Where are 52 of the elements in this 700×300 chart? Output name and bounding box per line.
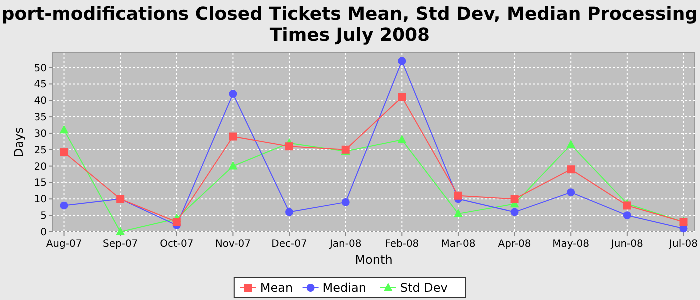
y-tick-label: 40 — [34, 96, 47, 108]
point — [60, 202, 68, 210]
x-tick-label: Aug-07 — [46, 239, 82, 250]
point — [454, 208, 463, 218]
y-tick-label: 25 — [34, 145, 47, 156]
point — [229, 90, 238, 98]
x-tick-label: Oct-07 — [160, 239, 194, 250]
point — [60, 148, 68, 157]
point — [228, 161, 238, 170]
x-tick-label: May-08 — [552, 239, 590, 250]
y-tick-label: 5 — [40, 211, 47, 222]
point — [623, 202, 632, 210]
point — [567, 188, 576, 197]
x-tick-label: Dec-07 — [272, 239, 308, 250]
point — [286, 142, 294, 151]
y-tick-label: 50 — [34, 63, 47, 74]
point — [454, 192, 462, 200]
x-tick-label: Feb-08 — [385, 239, 420, 250]
x-tick-label: Apr-08 — [498, 239, 532, 250]
x-tick-label: Jan-08 — [328, 239, 362, 250]
x-tick-label: Jul-08 — [668, 239, 698, 250]
y-tick-label: 20 — [34, 162, 47, 173]
point — [510, 195, 519, 204]
chart-title: port-modifications Closed Tickets Mean, Std Dev, Median Processing Times July 2008 — [2, 4, 698, 46]
point — [567, 166, 576, 174]
x-tick-label: Nov-07 — [215, 239, 252, 250]
point — [398, 57, 406, 66]
point — [623, 212, 632, 220]
y-axis-title: Days — [12, 128, 26, 158]
legend-label: Std Dev — [400, 281, 448, 296]
point — [286, 208, 294, 216]
point — [398, 93, 406, 102]
y-tick-label: 45 — [34, 80, 47, 91]
y-tick-label: 10 — [34, 194, 47, 206]
point — [510, 208, 519, 216]
point — [229, 132, 238, 141]
point — [398, 135, 407, 144]
x-tick-label: Jun-08 — [610, 239, 644, 250]
legend-label: Median — [322, 281, 366, 296]
y-tick-label: 15 — [34, 178, 47, 190]
legend-label: Mean — [260, 281, 294, 296]
x-tick-label: Mar-08 — [441, 239, 476, 250]
point — [60, 125, 69, 134]
x-tick-label: Sep-07 — [102, 239, 138, 250]
y-tick-label: 35 — [34, 112, 47, 124]
point — [342, 198, 350, 206]
y-tick-label: 30 — [34, 128, 47, 140]
y-tick-label: 0 — [40, 228, 47, 238]
point — [172, 218, 181, 226]
point — [566, 140, 576, 148]
x-axis-title: Month — [355, 253, 393, 267]
point — [116, 227, 126, 236]
